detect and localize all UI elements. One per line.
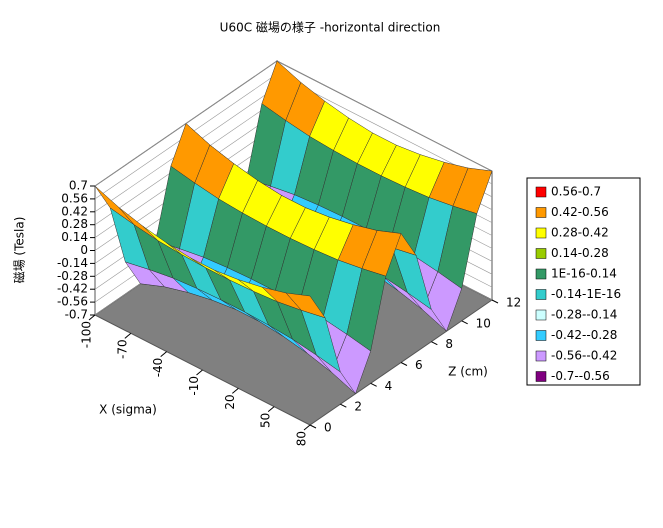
z-tick-label: -0.42 xyxy=(57,282,88,296)
legend-label: 0.28-0.42 xyxy=(551,226,609,240)
z-tick-label: 0.28 xyxy=(61,217,88,231)
legend-label: 1E-16-0.14 xyxy=(551,267,617,281)
x-tick-label: -40 xyxy=(151,358,165,378)
tick-mark xyxy=(340,403,347,408)
tick-mark xyxy=(431,341,438,346)
legend-swatch xyxy=(535,330,547,341)
tick-mark xyxy=(491,299,499,304)
z-tick-label: -0.7 xyxy=(65,308,88,322)
z-tick-label: 0.14 xyxy=(61,230,88,244)
z-tick-label: 0.42 xyxy=(61,204,88,218)
tick-mark xyxy=(124,332,132,339)
x-tick-label: 80 xyxy=(295,431,309,446)
legend-swatch xyxy=(535,186,547,198)
legend-label: -0.7--0.56 xyxy=(551,369,610,383)
z-tick-label: 0 xyxy=(80,243,88,257)
y-axis-title: Z (cm) xyxy=(448,365,488,379)
legend-swatch xyxy=(535,248,547,259)
chart-title: U60C 磁場の様子 -horizontal direction xyxy=(220,20,441,35)
x-tick-label: -100 xyxy=(80,321,94,348)
x-tick-label: -10 xyxy=(187,376,201,396)
x-tick-label: 20 xyxy=(223,394,237,409)
legend-swatch xyxy=(535,227,547,239)
tick-mark xyxy=(303,424,311,431)
y-tick-label: 12 xyxy=(506,296,521,310)
x-tick-label: 50 xyxy=(259,413,273,428)
legend-swatch xyxy=(535,289,547,300)
tick-mark xyxy=(461,320,468,325)
z-axis-title: 磁場 (Tesla) xyxy=(12,217,27,284)
tick-mark xyxy=(232,387,239,394)
legend-swatch xyxy=(535,371,547,382)
legend-label: 0.42-0.56 xyxy=(551,205,609,219)
z-tick-label: 0.7 xyxy=(69,179,88,193)
tick-mark xyxy=(88,314,96,321)
z-tick-label: -0.56 xyxy=(57,295,88,309)
z-tick-label: -0.28 xyxy=(57,269,88,283)
y-tick-label: 0 xyxy=(324,421,332,435)
tick-mark xyxy=(196,369,203,376)
x-axis-title: X (sigma) xyxy=(99,403,157,417)
legend-label: 0.56-0.7 xyxy=(551,185,601,199)
z-tick-label: -0.14 xyxy=(57,256,88,270)
tick-mark xyxy=(400,362,408,366)
x-tick-label: -70 xyxy=(115,339,129,359)
y-tick-label: 6 xyxy=(415,358,423,372)
y-tick-label: 10 xyxy=(476,316,491,330)
z-tick-label: 0.56 xyxy=(61,191,88,205)
legend-swatch xyxy=(535,350,547,362)
legend-label: -0.42--0.28 xyxy=(551,328,617,342)
legend-label: 0.14-0.28 xyxy=(551,246,609,260)
y-tick-label: 2 xyxy=(354,400,362,414)
surface-cell xyxy=(285,292,326,319)
y-tick-label: 4 xyxy=(385,379,393,393)
y-tick-label: 8 xyxy=(445,337,453,351)
legend-swatch xyxy=(535,309,547,321)
legend-label: -0.28--0.14 xyxy=(551,308,617,322)
tick-mark xyxy=(309,424,317,429)
legend-swatch xyxy=(535,207,547,218)
tick-mark xyxy=(370,382,377,387)
tick-mark xyxy=(267,406,275,413)
legend-swatch xyxy=(535,268,547,280)
tick-mark xyxy=(160,351,167,358)
legend-label: -0.56--0.42 xyxy=(551,349,617,363)
legend-label: -0.14-1E-16 xyxy=(551,287,621,301)
